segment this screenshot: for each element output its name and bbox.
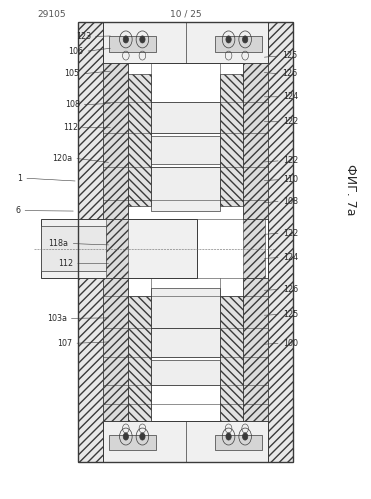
Bar xyxy=(151,328,220,357)
Text: 105: 105 xyxy=(65,69,80,78)
Text: ФИГ. 7a: ФИГ. 7a xyxy=(344,164,357,216)
Text: 108: 108 xyxy=(65,100,80,109)
Circle shape xyxy=(243,433,248,440)
Circle shape xyxy=(226,433,231,440)
Bar xyxy=(103,421,268,462)
Text: 123: 123 xyxy=(76,32,91,41)
Bar xyxy=(268,22,293,462)
Text: 124: 124 xyxy=(283,92,298,101)
Bar xyxy=(220,74,243,206)
Text: 125: 125 xyxy=(283,310,298,319)
Bar xyxy=(103,63,128,219)
Bar xyxy=(215,36,262,51)
Circle shape xyxy=(226,36,231,43)
Circle shape xyxy=(140,36,145,43)
Bar xyxy=(243,63,268,219)
Bar xyxy=(215,435,262,450)
Text: 122: 122 xyxy=(283,156,298,165)
Bar xyxy=(106,219,128,278)
Bar xyxy=(109,435,156,450)
Bar xyxy=(243,278,268,421)
Text: 120a: 120a xyxy=(52,154,72,163)
Bar xyxy=(151,102,220,133)
Bar xyxy=(220,295,243,421)
Circle shape xyxy=(140,433,145,440)
Bar xyxy=(41,226,106,271)
Text: 6: 6 xyxy=(16,206,20,215)
Circle shape xyxy=(243,36,248,43)
Text: 110: 110 xyxy=(283,175,298,184)
Text: 126: 126 xyxy=(283,285,298,294)
Circle shape xyxy=(123,36,128,43)
Text: 1: 1 xyxy=(17,174,22,183)
Text: 124: 124 xyxy=(283,253,298,262)
Text: 122: 122 xyxy=(283,229,298,238)
Text: 103a: 103a xyxy=(47,314,67,323)
Bar xyxy=(151,167,220,211)
Bar xyxy=(151,360,220,386)
Bar xyxy=(128,295,151,421)
Text: 122: 122 xyxy=(283,117,298,126)
Bar xyxy=(128,74,151,206)
Text: 100: 100 xyxy=(283,339,298,348)
Text: 107: 107 xyxy=(57,339,72,348)
Bar xyxy=(103,278,128,421)
Bar xyxy=(243,219,265,278)
Bar xyxy=(41,219,197,278)
Text: 106: 106 xyxy=(69,47,83,56)
Text: 125: 125 xyxy=(282,51,297,60)
Text: 112: 112 xyxy=(63,123,78,132)
Circle shape xyxy=(123,433,128,440)
Text: 108: 108 xyxy=(283,197,298,206)
Text: 29105: 29105 xyxy=(37,10,66,19)
Bar xyxy=(109,36,156,51)
Bar xyxy=(78,22,103,462)
Bar xyxy=(103,22,268,63)
Text: 126: 126 xyxy=(282,69,297,78)
Text: 10 / 25: 10 / 25 xyxy=(170,10,201,19)
Bar xyxy=(151,288,220,328)
Text: 118a: 118a xyxy=(49,239,69,248)
Bar xyxy=(151,136,220,164)
Text: 112: 112 xyxy=(58,259,73,268)
